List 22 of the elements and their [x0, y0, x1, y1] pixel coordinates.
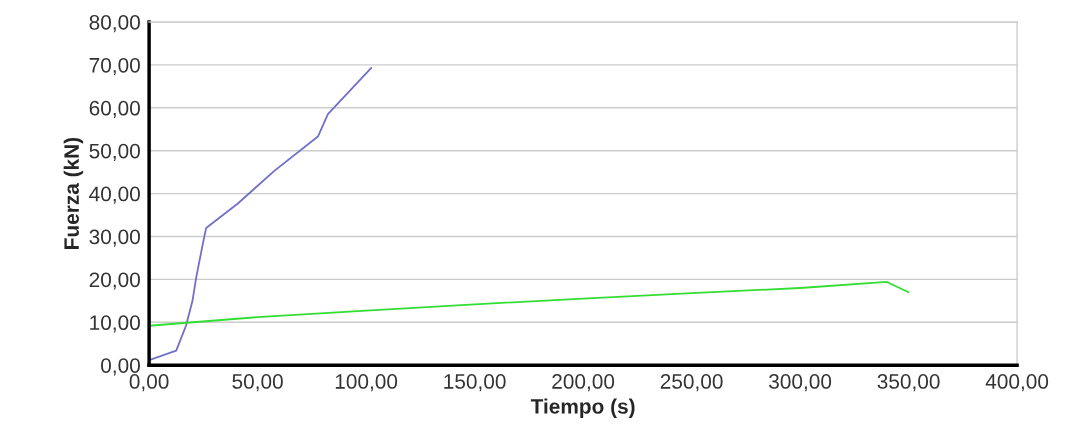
- y-tick-label: 10,00: [90, 315, 140, 333]
- x-tick-label: 100,00: [335, 374, 398, 392]
- x-tick-label: 200,00: [552, 374, 615, 392]
- x-tick-label: 250,00: [660, 374, 723, 392]
- y-axis-title: Fuerza (kN): [63, 137, 84, 249]
- y-tick-label: 80,00: [89, 15, 140, 33]
- y-tick-label: 60,00: [89, 100, 140, 119]
- y-tick-label: 70,00: [89, 57, 140, 76]
- x-tick-label: 50,00: [232, 374, 283, 392]
- x-axis-title: Tiempo (s): [530, 398, 635, 418]
- x-tick-label: 400,00: [985, 374, 1049, 392]
- x-tick-label: 150,00: [444, 374, 506, 392]
- y-tick-label: 50,00: [89, 143, 140, 161]
- y-tick-label: 40,00: [89, 186, 140, 204]
- y-tick-label: 20,00: [89, 272, 140, 290]
- x-tick-label: 300,00: [769, 374, 832, 392]
- x-tick-label: 0,00: [129, 374, 169, 392]
- line-series: [149, 66, 373, 361]
- y-tick-label: 0,00: [101, 358, 140, 376]
- y-tick-label: 30,00: [89, 229, 140, 247]
- line-series: [149, 281, 910, 327]
- x-tick-label: 350,00: [877, 374, 940, 392]
